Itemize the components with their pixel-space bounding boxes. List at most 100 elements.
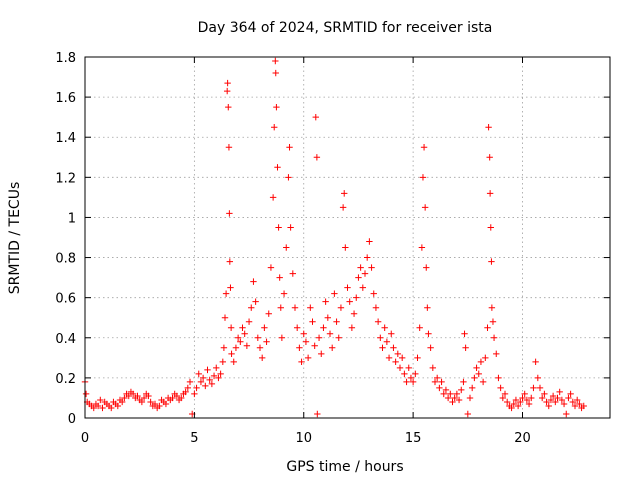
data-point [339, 204, 347, 211]
y-tick-label: 1 [68, 211, 76, 226]
data-point [517, 398, 524, 406]
data-point [199, 374, 207, 382]
data-point [215, 374, 222, 382]
data-point [447, 390, 454, 398]
data-point [278, 334, 286, 341]
data-point [379, 344, 386, 352]
data-point [333, 318, 340, 325]
y-tick-label: 1.2 [55, 171, 76, 186]
data-point [82, 390, 90, 398]
data-point [114, 402, 122, 410]
data-point [162, 400, 170, 408]
data-point [121, 394, 128, 402]
data-point [286, 144, 293, 151]
data-point [549, 392, 557, 400]
data-point [484, 324, 491, 331]
data-point [488, 304, 496, 311]
data-point [285, 174, 292, 181]
data-point [451, 394, 458, 402]
data-point [265, 310, 272, 317]
chart-title: Day 364 of 2024, SRMTID for receiver ist… [198, 20, 493, 36]
data-point [283, 244, 290, 251]
data-point [328, 344, 336, 352]
data-point [140, 394, 148, 402]
data-point [396, 364, 404, 372]
data-point [331, 290, 338, 297]
data-point [108, 404, 115, 412]
data-point [565, 394, 572, 402]
data-point [151, 400, 159, 408]
data-point [558, 396, 566, 404]
data-point [488, 258, 495, 265]
data-point [309, 318, 316, 325]
data-point [248, 304, 255, 311]
data-point [263, 338, 270, 345]
data-point [271, 123, 278, 131]
data-point [197, 378, 205, 386]
data-point [221, 314, 229, 321]
data-point [184, 384, 192, 392]
data-point [407, 374, 415, 382]
data-point [313, 154, 321, 161]
data-point [138, 398, 146, 406]
data-point [423, 264, 430, 271]
data-point [552, 398, 559, 406]
data-point [510, 400, 517, 408]
data-point [514, 402, 522, 410]
data-point [580, 402, 587, 410]
data-point [134, 392, 141, 400]
data-point [370, 290, 377, 297]
x-tick-label: 5 [190, 431, 198, 446]
data-point [547, 396, 555, 404]
data-point [258, 354, 266, 362]
data-point [312, 113, 319, 121]
data-point [220, 344, 228, 352]
data-point [468, 384, 476, 392]
data-point [228, 350, 235, 358]
data-point [169, 394, 176, 402]
data-point [424, 304, 431, 311]
data-point [479, 378, 487, 386]
data-point [563, 410, 570, 418]
data-point [145, 392, 152, 400]
data-point [348, 324, 356, 331]
data-point [453, 390, 461, 398]
data-point [403, 378, 410, 386]
data-point [521, 390, 528, 398]
y-tick-label: 0.6 [55, 292, 76, 307]
data-point [425, 330, 432, 337]
data-point [475, 370, 482, 378]
data-point [462, 344, 469, 352]
data-point [359, 284, 367, 291]
data-point [420, 144, 428, 151]
data-point [291, 304, 299, 311]
data-point [418, 244, 426, 251]
data-point [357, 264, 364, 271]
y-tick-label: 1.8 [55, 51, 76, 66]
data-point [320, 324, 327, 331]
data-point [436, 384, 443, 392]
data-point [202, 382, 209, 390]
axis-ticks: 0 0.2 0.4 0.6 0.8 1 1.2 1.4 1.6 1.8 0 5 10 15 20 [55, 51, 610, 446]
x-tick-label: 15 [405, 431, 422, 446]
data-point [409, 378, 417, 386]
data-point [315, 334, 323, 341]
data-point [438, 378, 445, 386]
data-point [477, 358, 485, 366]
data-point [401, 370, 408, 378]
data-point [232, 344, 240, 352]
data-point [576, 400, 583, 408]
data-point [374, 318, 382, 325]
data-point [341, 190, 348, 197]
data-point [298, 358, 305, 366]
data-point [204, 366, 211, 374]
data-point [287, 224, 294, 231]
data-point [473, 364, 480, 372]
data-point [381, 324, 388, 331]
y-tick-label: 1.4 [55, 131, 76, 146]
grid-lines [85, 57, 610, 418]
data-point [230, 358, 237, 366]
data-point [322, 298, 329, 305]
y-tick-label: 0.4 [55, 332, 76, 347]
